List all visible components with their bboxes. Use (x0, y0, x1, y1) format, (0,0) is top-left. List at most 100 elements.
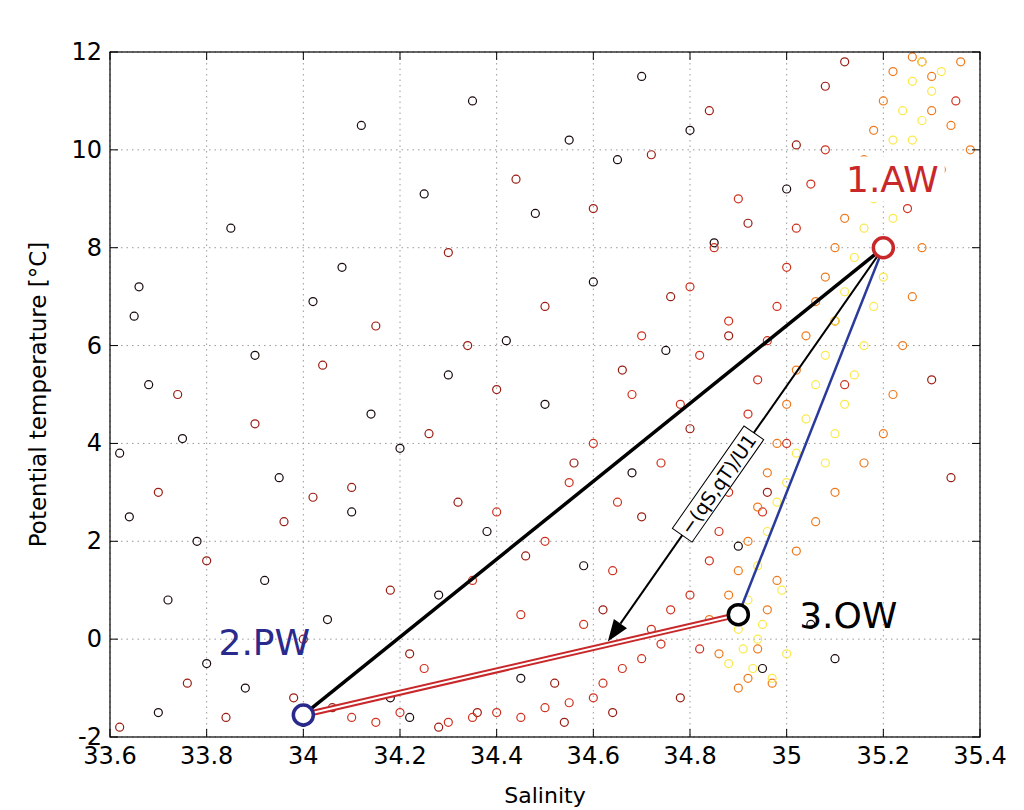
grid-line-y (110, 247, 980, 248)
y-tick (110, 149, 118, 150)
y-axis-label: Potential temperature [°C] (25, 242, 51, 547)
point (493, 386, 501, 394)
point (227, 224, 235, 232)
point (947, 474, 955, 482)
point (899, 342, 907, 350)
point (493, 709, 501, 717)
point (116, 449, 124, 457)
point (348, 508, 356, 516)
point (464, 342, 472, 350)
point (792, 224, 800, 232)
series (348, 58, 960, 727)
x-tick-label: 34.8 (663, 742, 716, 770)
arrow-shaft (620, 248, 883, 624)
point (792, 449, 800, 457)
point (638, 513, 646, 521)
point (715, 528, 723, 536)
grid-line-x (786, 52, 787, 737)
point (638, 72, 646, 80)
point (860, 342, 868, 350)
point (821, 459, 829, 467)
x-tick (303, 729, 304, 737)
point (802, 332, 810, 340)
point (614, 498, 622, 506)
point (792, 141, 800, 149)
point (512, 175, 520, 183)
point (309, 298, 317, 306)
point (280, 518, 288, 526)
point (203, 660, 211, 668)
point (589, 439, 597, 447)
end-member-marker (728, 605, 748, 625)
point (319, 361, 327, 369)
point (812, 518, 820, 526)
point (734, 684, 742, 692)
grid-line-x (206, 52, 207, 737)
point (565, 136, 573, 144)
point (783, 650, 791, 658)
x-tick-top (593, 52, 594, 60)
point (618, 366, 626, 374)
point (560, 718, 568, 726)
point (638, 655, 646, 663)
point (420, 190, 428, 198)
x-tick-label: 34.6 (567, 742, 620, 770)
y-tick (110, 345, 118, 346)
point (565, 699, 573, 707)
end-member-label: 3.OW (799, 595, 897, 636)
point (725, 591, 733, 599)
point (754, 635, 762, 643)
point (879, 273, 887, 281)
point (889, 68, 897, 76)
x-tick (980, 729, 981, 737)
point (759, 665, 767, 673)
x-tick-top (400, 52, 401, 60)
chart: 33.633.83434.234.434.634.83535.235.4-202… (0, 0, 1024, 810)
arrow-label-group: −(qS,qT)/U1 (672, 426, 763, 542)
point (565, 479, 573, 487)
point (662, 346, 670, 354)
point (444, 249, 452, 257)
point (773, 439, 781, 447)
point (275, 474, 283, 482)
point (792, 547, 800, 555)
point (904, 205, 912, 213)
point (734, 567, 742, 575)
point (908, 53, 916, 61)
x-tick-label: 35.4 (953, 742, 1006, 770)
point (638, 332, 646, 340)
mixing-line (303, 615, 738, 715)
grid-line-y (110, 149, 980, 150)
y-tick-label: 10 (71, 136, 102, 164)
point (802, 415, 810, 423)
point (541, 400, 549, 408)
grid-line-y (110, 443, 980, 444)
grid-line-x (593, 52, 594, 737)
x-tick-top (206, 52, 207, 60)
grid-line-x (400, 52, 401, 737)
end-member-label-group: 1.AW (840, 157, 945, 202)
point (952, 97, 960, 105)
end-member-marker (293, 705, 313, 725)
y-tick-label: 12 (71, 38, 102, 66)
y-tick-label: 0 (87, 625, 102, 653)
point (193, 537, 201, 545)
x-tick (400, 729, 401, 737)
arrow-label: −(qS,qT)/U1 (675, 430, 760, 538)
x-tick-top (690, 52, 691, 60)
y-tick-right (972, 52, 980, 53)
point (725, 332, 733, 340)
point (183, 679, 191, 687)
point (870, 302, 878, 310)
y-tick-right (972, 737, 980, 738)
point (541, 704, 549, 712)
x-tick-top (883, 52, 884, 60)
point (145, 381, 153, 389)
point (116, 723, 124, 731)
point (744, 219, 752, 227)
point (744, 674, 752, 682)
point (710, 244, 718, 252)
point (435, 723, 443, 731)
point (667, 293, 675, 301)
point (483, 528, 491, 536)
